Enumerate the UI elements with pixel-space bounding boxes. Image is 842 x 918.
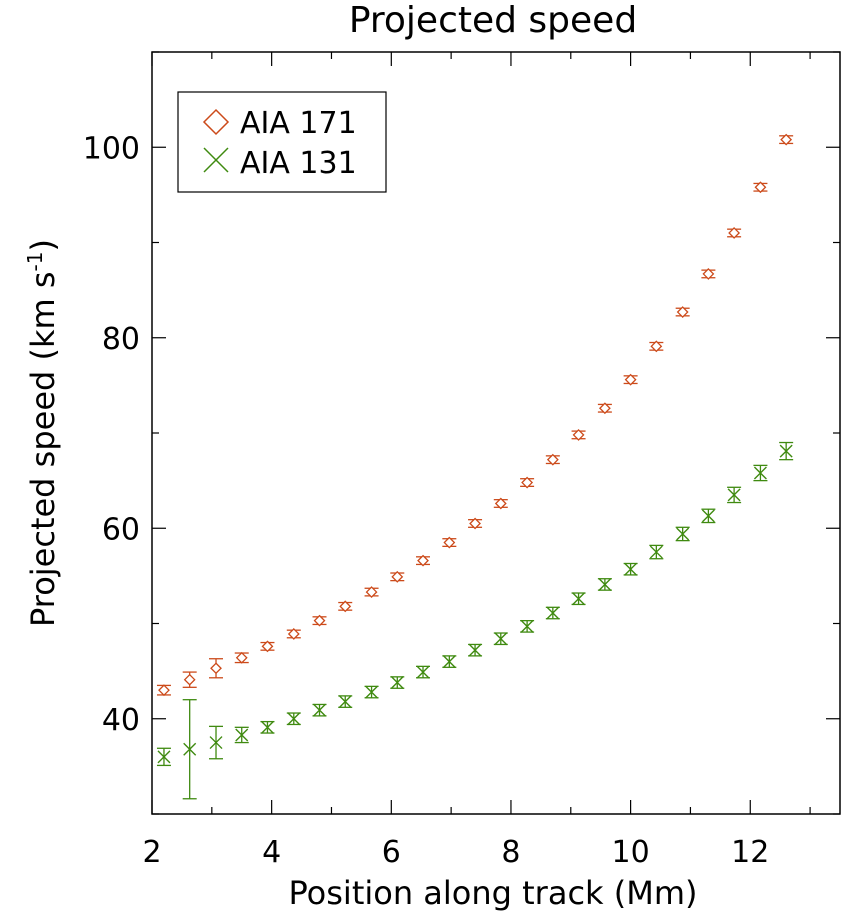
data-point-x — [546, 606, 560, 620]
legend-label-aia-171: AIA 171 — [240, 106, 357, 141]
data-point-x — [494, 632, 508, 646]
y-tick-label: 80 — [102, 322, 140, 357]
data-point-diamond — [287, 628, 300, 640]
data-point-diamond — [754, 181, 767, 194]
data-point-x — [676, 527, 690, 541]
data-point-diamond — [494, 497, 507, 510]
data-point-x — [390, 676, 404, 690]
legend-x-marker — [203, 147, 229, 173]
data-point-diamond — [624, 373, 637, 386]
data-point-diamond — [443, 536, 456, 549]
x-tick-labels: 2 4 6 8 10 12 — [142, 835, 769, 870]
data-point-diamond — [158, 684, 170, 697]
data-point-diamond — [598, 402, 611, 415]
data-point-x — [235, 728, 249, 742]
legend-label-aia-131: AIA 131 — [240, 146, 357, 181]
data-point-x — [753, 466, 767, 480]
x-axis-label: Position along track (Mm) — [289, 874, 698, 912]
data-point-x — [209, 736, 223, 750]
data-point-diamond — [650, 340, 663, 353]
data-point-x — [157, 750, 171, 764]
chart-title: Projected speed — [349, 0, 637, 41]
y-axis-label-superscript: -1 — [23, 252, 47, 272]
data-point-x — [649, 545, 663, 559]
data-point-diamond — [365, 586, 378, 598]
data-point-x — [416, 665, 430, 679]
data-point-x — [338, 695, 352, 709]
x-tick-label: 4 — [262, 835, 281, 870]
y-tick-labels: 40 60 80 100 — [83, 131, 140, 738]
legend-diamond-marker — [202, 108, 230, 136]
legend: AIA 171 AIA 131 — [177, 91, 387, 193]
series-aia-171 — [156, 133, 794, 697]
data-point-x — [701, 509, 715, 523]
data-point-x — [287, 712, 301, 726]
x-tick-label: 8 — [501, 835, 520, 870]
data-point-diamond — [183, 673, 196, 686]
x-tick-label: 10 — [612, 835, 650, 870]
data-point-diamond — [339, 600, 352, 613]
data-point-x — [727, 488, 741, 502]
series-layer — [156, 133, 794, 800]
data-point-diamond — [417, 554, 429, 567]
data-point-diamond — [261, 640, 274, 653]
data-point-x — [572, 592, 586, 606]
axis-ticks — [151, 51, 840, 815]
data-point-diamond — [546, 453, 559, 466]
x-tick-label: 12 — [731, 835, 769, 870]
legend-box — [177, 91, 387, 193]
data-point-x — [313, 703, 327, 717]
y-axis-label-main: Projected speed (km s — [24, 271, 62, 627]
y-axis-label-close: ) — [24, 239, 62, 251]
data-point-x — [365, 685, 379, 699]
data-point-x — [520, 619, 534, 633]
data-point-x — [624, 562, 638, 576]
data-point-diamond — [780, 133, 793, 146]
data-point-diamond — [391, 570, 404, 583]
data-point-diamond — [728, 227, 741, 239]
y-tick-label: 60 — [102, 512, 140, 547]
data-point-diamond — [521, 476, 534, 489]
data-point-x — [442, 655, 456, 669]
y-tick-label: 100 — [83, 131, 140, 166]
data-point-x — [260, 720, 274, 734]
y-axis-label: Projected speed (km s-1) — [23, 239, 62, 627]
data-point-diamond — [469, 517, 481, 530]
data-point-diamond — [313, 614, 326, 627]
data-point-diamond — [676, 306, 689, 318]
series-aia-131 — [156, 441, 794, 800]
data-point-diamond — [210, 662, 222, 675]
data-point-x — [183, 742, 197, 756]
data-point-diamond — [702, 268, 715, 280]
y-tick-label: 40 — [102, 703, 140, 738]
data-point-diamond — [572, 428, 585, 441]
data-point-x — [598, 577, 612, 591]
x-tick-label: 2 — [142, 835, 161, 870]
data-point-x — [779, 444, 793, 458]
data-point-x — [468, 643, 482, 657]
x-tick-label: 6 — [382, 835, 401, 870]
data-point-diamond — [235, 651, 248, 664]
